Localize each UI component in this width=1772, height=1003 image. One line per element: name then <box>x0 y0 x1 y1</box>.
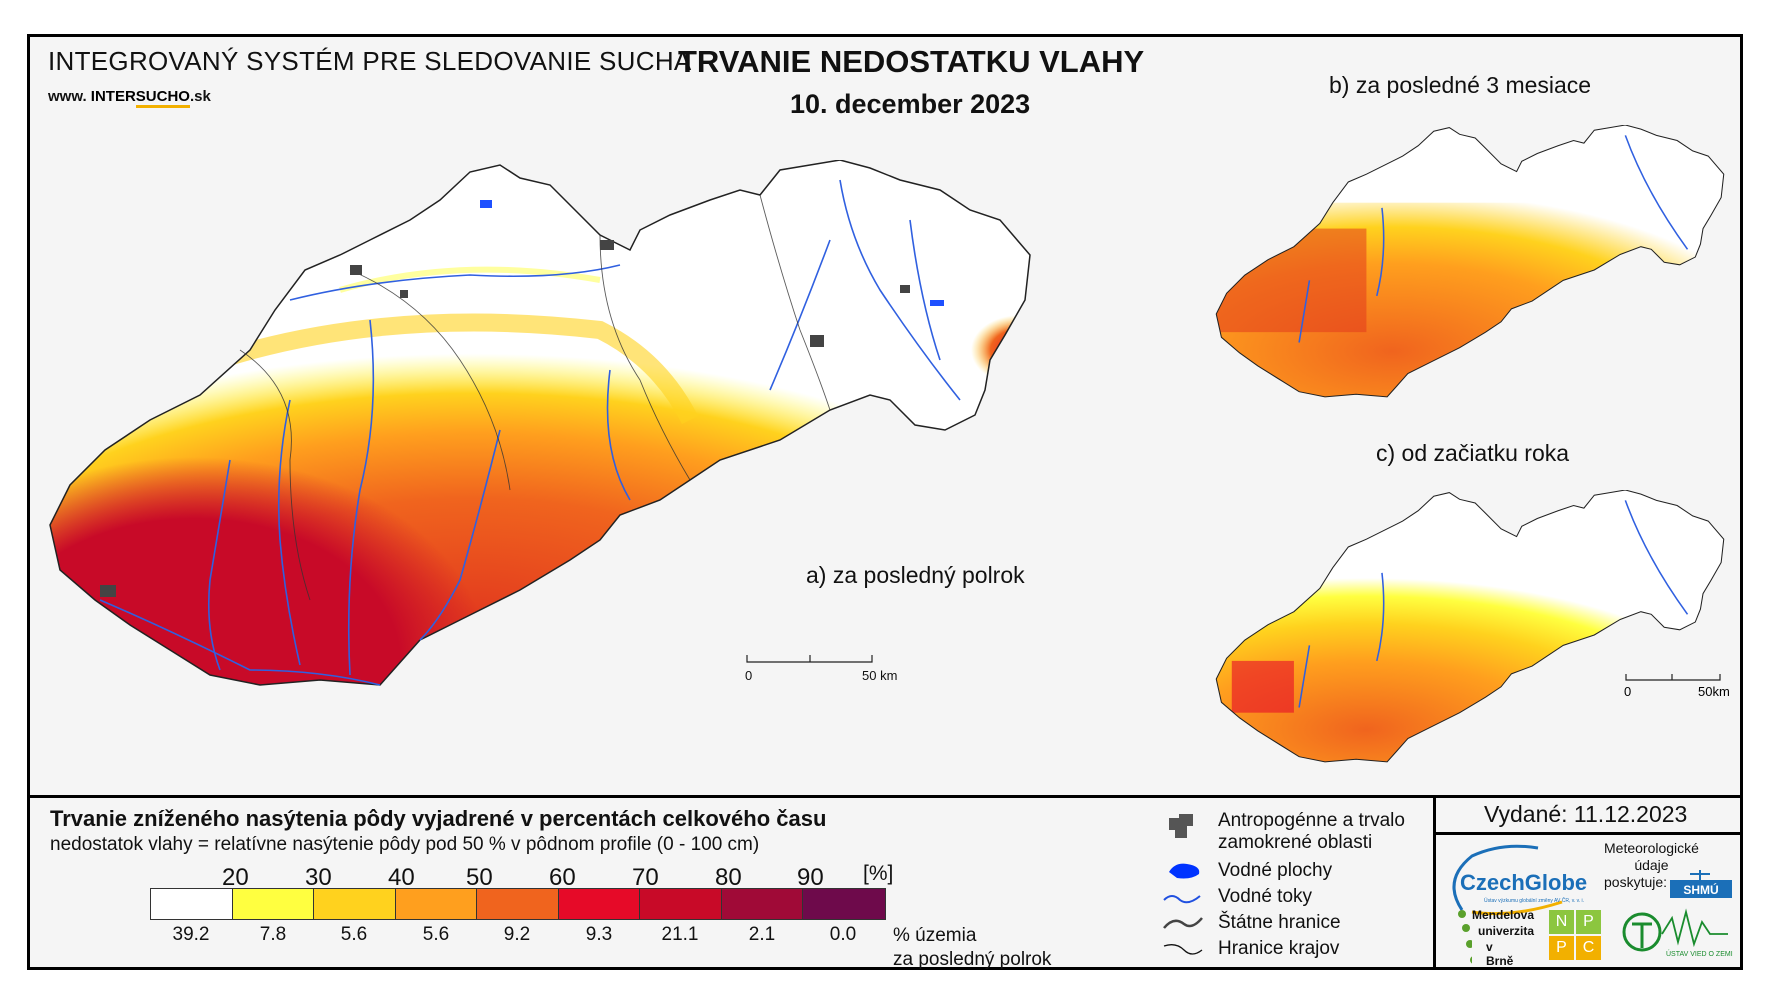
small-scale-end: 50km <box>1698 684 1730 699</box>
mendel-line2: univerzita <box>1478 924 1535 938</box>
nppc-letter: P <box>1549 936 1574 960</box>
met-line2: údaje <box>1634 857 1669 873</box>
color-swatch <box>803 889 885 919</box>
area-percent: 5.6 <box>340 924 368 945</box>
color-swatch <box>721 889 803 919</box>
small-scale-zero: 0 <box>1624 684 1631 699</box>
area-percent: 0.0 <box>829 924 857 945</box>
area-label-line2: za posledný polrok <box>893 949 1052 970</box>
legend-tick: 20 <box>222 864 249 891</box>
area-label: % územia za posledný polrok <box>893 924 1051 972</box>
czechglobe-name: CzechGlobe <box>1460 870 1587 895</box>
color-swatch <box>232 889 314 919</box>
issue-divider <box>1433 832 1743 835</box>
area-percent: 9.2 <box>503 924 531 945</box>
legend-divider <box>1433 797 1436 970</box>
anthropogenic-label: Antropogénne a trvalo zamokrené oblasti <box>1218 810 1405 854</box>
page-date: 10. december 2023 <box>790 89 1031 119</box>
region-border-icon <box>1163 944 1203 955</box>
river-label: Vodné toky <box>1218 886 1313 907</box>
main-scale-zero: 0 <box>745 668 752 683</box>
czechglobe-logo: CzechGlobe Ústav výzkumu globální změny … <box>1442 840 1602 920</box>
website-mid: INTER <box>90 88 136 105</box>
legend-tick: 60 <box>549 864 576 891</box>
area-percent: 2.1 <box>748 924 776 945</box>
legend-tick: 30 <box>305 864 332 891</box>
area-percent: 21.1 <box>661 924 699 945</box>
color-swatch <box>151 889 233 919</box>
area-percent: 9.3 <box>585 924 613 945</box>
website-accent: SUCHO <box>135 88 190 108</box>
legend-area <box>27 795 1743 970</box>
legend-tick: 90 <box>797 864 824 891</box>
color-swatch <box>558 889 640 919</box>
met-line3: poskytuje: <box>1604 874 1668 890</box>
region-border-label: Hranice krajov <box>1218 938 1340 959</box>
color-swatch <box>640 889 722 919</box>
legend-subtitle: nedostatok vlahy = relatívne nasýtenie p… <box>50 834 760 855</box>
water-body-label: Vodné plochy <box>1218 860 1333 881</box>
map-c-label: c) od začiatku roka <box>1376 440 1570 466</box>
water-body-icon <box>1169 863 1200 879</box>
anthropogenic-line1: Antropogénne a trvalo <box>1218 810 1405 831</box>
map-b-label: b) za posledné 3 mesiace <box>1329 72 1592 98</box>
czechglobe-swoosh-icon: CzechGlobe Ústav výzkumu globální změny … <box>1452 844 1587 916</box>
czechglobe-subtitle: Ústav výzkumu globální změny AV ČR, v. v… <box>1484 897 1584 904</box>
website-prefix: www. <box>48 88 87 105</box>
anthropogenic-icon <box>1169 814 1193 838</box>
legend-title: Trvanie zníženého nasýtenia pôdy vyjadre… <box>50 806 827 831</box>
color-swatch <box>395 889 477 919</box>
legend-tick: 80 <box>715 864 742 891</box>
website-suffix: .sk <box>189 88 211 105</box>
legend-tick: 50 <box>466 864 493 891</box>
system-name: INTEGROVANÝ SYSTÉM PRE SLEDOVANIE SUCHA <box>48 46 692 76</box>
main-map: 0 50 km <box>49 160 1031 686</box>
legend-tick: 70 <box>632 864 659 891</box>
met-data-label: Meteorologické údaje poskytuje: <box>1604 840 1699 891</box>
river-icon <box>1163 895 1201 904</box>
main-scale-bar <box>746 655 873 663</box>
website-link[interactable]: www. INTERSUCHO.sk <box>48 88 211 108</box>
mendel-line1: Mendelova <box>1472 908 1535 922</box>
map-b <box>1215 125 1725 398</box>
area-percent: 39.2 <box>172 924 210 945</box>
nppc-letter: P <box>1576 910 1601 934</box>
small-scale-bar: 0 50km <box>1624 674 1730 699</box>
nppc-letter: C <box>1576 936 1601 960</box>
uvz-text: ÚSTAV VIED O ZEMI <box>1666 949 1733 958</box>
issued-date: Vydané: 11.12.2023 <box>1484 801 1688 827</box>
legend-tick: 40 <box>388 864 415 891</box>
shmu-logo: SHMÚ <box>1670 870 1732 898</box>
main-map-label: a) za posledný polrok <box>806 562 1025 588</box>
map-c <box>1215 490 1725 763</box>
page-title: TRVANIE NEDOSTATKU VLAHY <box>678 44 1145 79</box>
area-percent: 5.6 <box>422 924 450 945</box>
area-percent: 7.8 <box>259 924 287 945</box>
anthropogenic-line2: zamokrené oblasti <box>1218 832 1373 853</box>
color-swatch <box>314 889 396 919</box>
main-scale-end: 50 km <box>862 668 897 683</box>
area-label-line1: % územia <box>893 925 977 946</box>
mendel-dots-icon <box>1458 910 1472 964</box>
shmu-text: SHMÚ <box>1683 882 1718 897</box>
nppc-letter: N <box>1549 910 1574 934</box>
state-border-label: Štátne hranice <box>1218 912 1341 933</box>
state-border-icon <box>1163 917 1203 929</box>
color-swatch <box>477 889 559 919</box>
color-scale <box>150 888 886 920</box>
mendel-line3: v Brně <box>1486 940 1514 968</box>
met-line1: Meteorologické <box>1604 840 1699 856</box>
nppc-logo: N P P C <box>1549 910 1601 960</box>
legend-unit: [%] <box>863 862 894 885</box>
uvz-logo: ÚSTAV VIED O ZEMI <box>1622 908 1733 958</box>
